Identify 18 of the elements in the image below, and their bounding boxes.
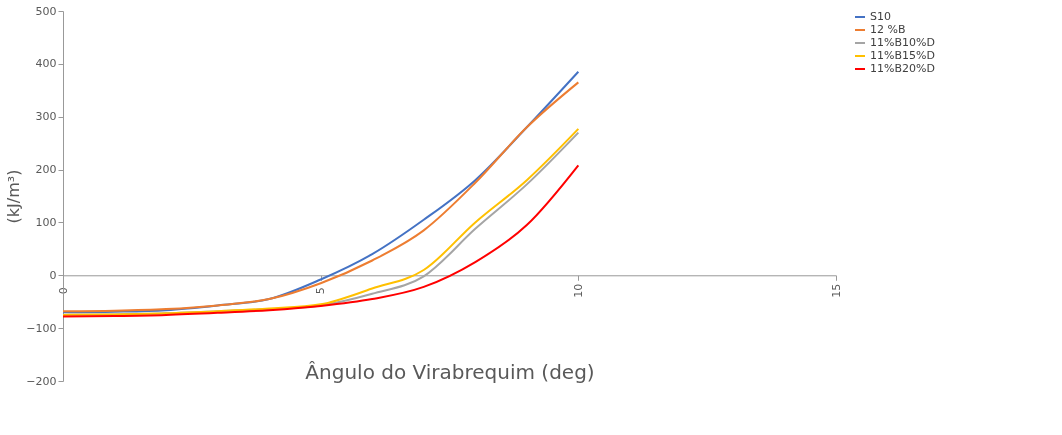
y-tick-label: 0 (49, 268, 57, 282)
y-axis-title: (kJ/m³) (4, 169, 24, 224)
legend-label: 11%B10%D (870, 36, 935, 49)
legend-label: 12 %B (870, 23, 906, 36)
x-axis-title: Ângulo do Virabrequim (deg) (305, 360, 595, 385)
legend-label: 11%B15%D (870, 49, 935, 62)
legend-label: 11%B20%D (870, 62, 935, 75)
y-tick-label: 200 (35, 163, 57, 177)
y-tick-label: 100 (35, 215, 57, 229)
y-tick-label: 300 (35, 110, 57, 124)
y-tick-label: −200 (26, 374, 57, 388)
y-tick-label: −100 (26, 321, 57, 335)
legend-label: S10 (870, 10, 891, 23)
y-tick-label: 500 (35, 4, 57, 18)
x-tick-label: 5 (314, 287, 328, 295)
x-tick-label: 15 (829, 283, 843, 298)
x-tick-label: 10 (571, 283, 585, 298)
y-tick-label: 400 (35, 57, 57, 71)
